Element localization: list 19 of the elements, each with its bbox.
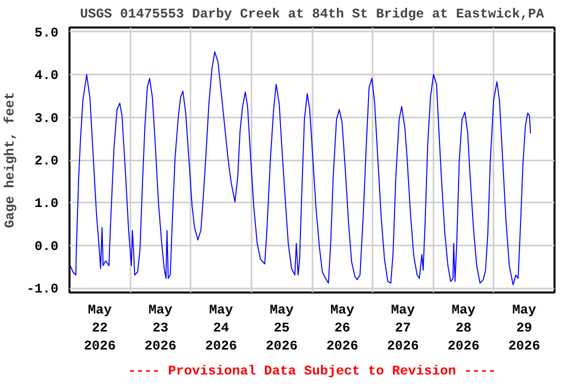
x-tick-label: May 27 2026: [386, 304, 419, 354]
y-tick-label: 3.0: [34, 112, 59, 127]
y-tick-label: 1.0: [34, 197, 59, 212]
x-tick-label: May 29 2026: [508, 304, 540, 354]
text: ---- Provisional Data Subject to Revision ----: [128, 364, 496, 380]
x-tick-label: May 22 2026: [84, 304, 116, 354]
y-axis-title: Gage height, feet: [4, 92, 19, 228]
y-tick-label: 2.0: [34, 154, 59, 170]
x-tick-label: May 28 2026: [448, 304, 480, 354]
y-tick-label: 5.0: [34, 26, 59, 42]
y-tick-label: 4.0: [34, 69, 59, 84]
y-tick-label: 0.0: [34, 240, 59, 255]
y-tick-label: -1.0: [26, 282, 59, 298]
x-tick-label: May 26 2026: [326, 304, 358, 354]
chart-title: USGS 01475553 Darby Creek at 84th St Bridge at Eastwick,PA: [80, 8, 544, 22]
x-tick-label: May 24 2026: [205, 304, 238, 354]
x-tick-label: May 25 2026: [266, 304, 298, 354]
x-tick-label: May 23 2026: [144, 304, 176, 354]
line-series: [70, 51, 532, 286]
